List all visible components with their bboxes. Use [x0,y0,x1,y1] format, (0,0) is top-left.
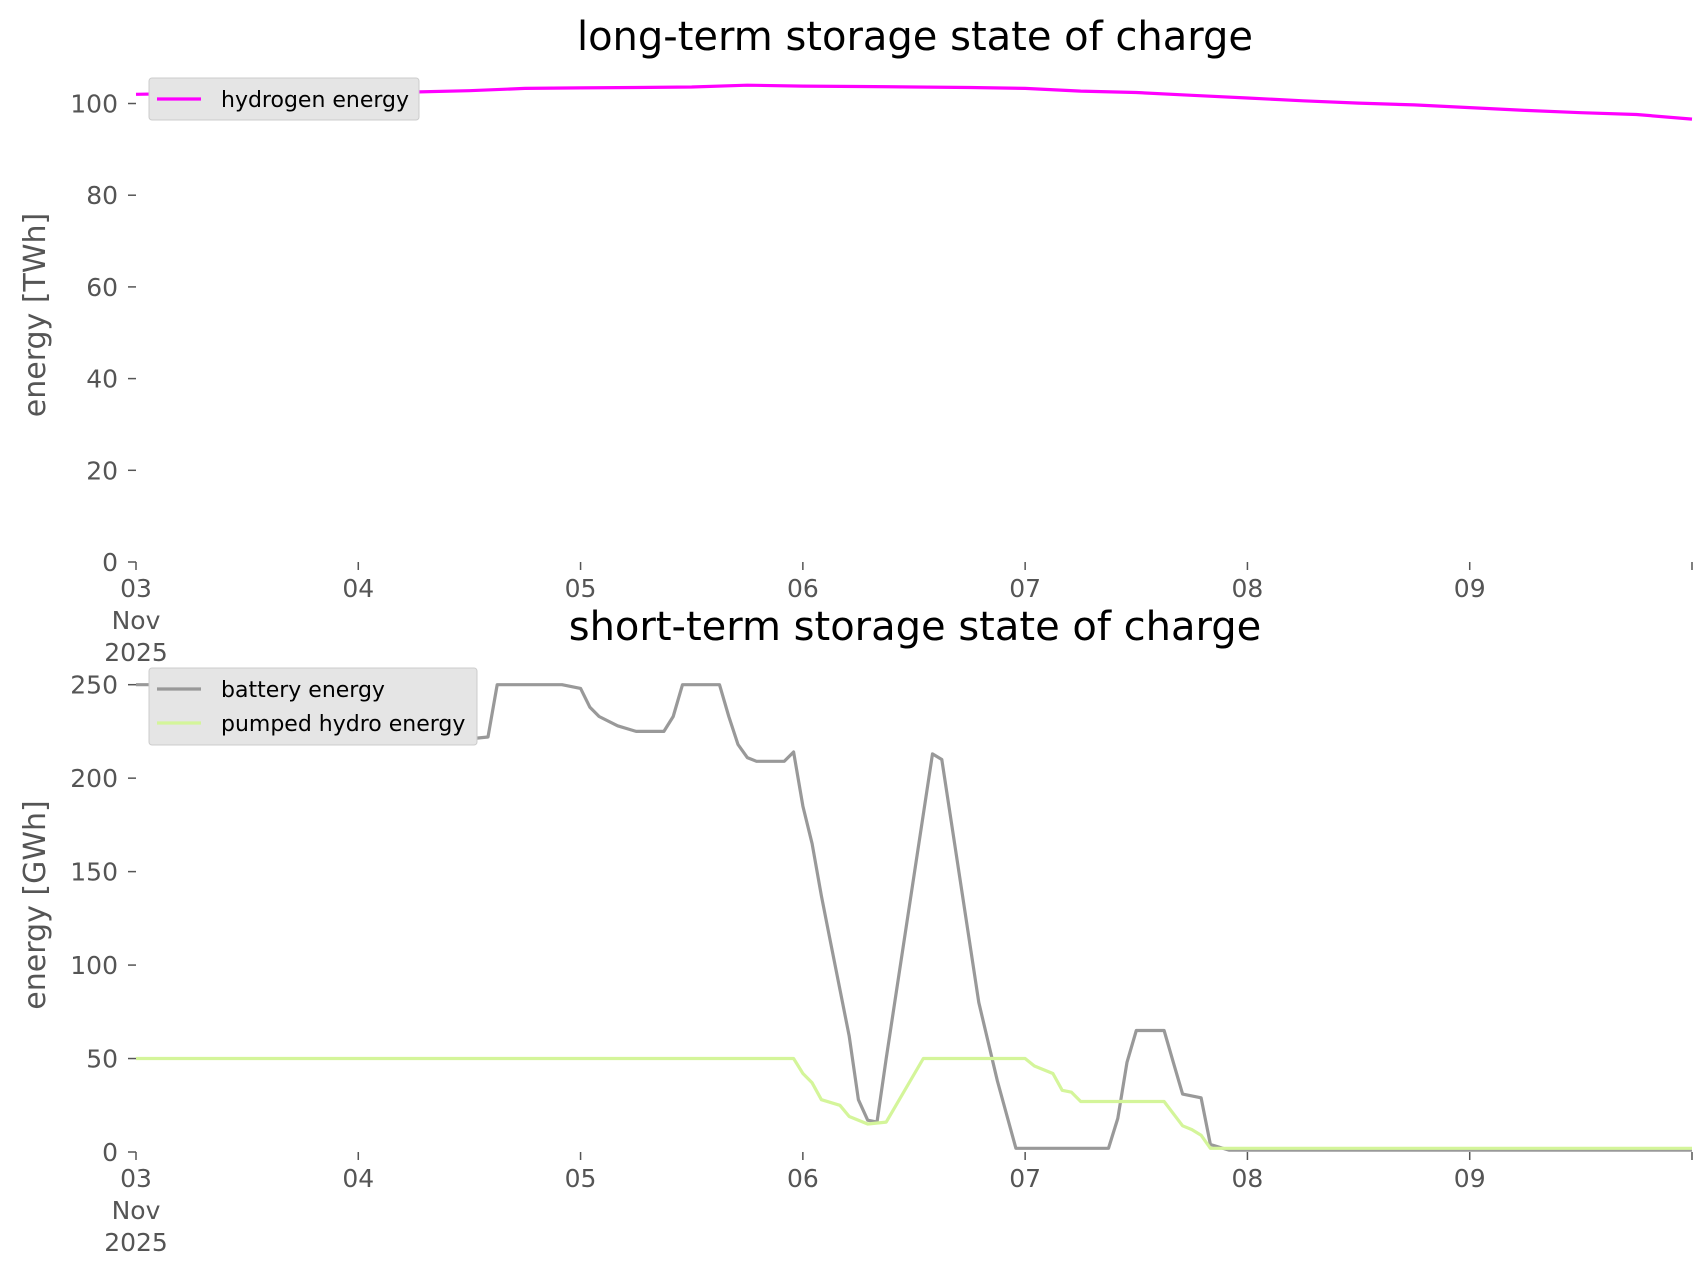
y-tick-label: 50 [86,1045,118,1074]
x-tick-label: 05 [565,1164,597,1193]
x-tick-label: 03 Nov 2025 [104,1164,168,1257]
x-tick-label: 08 [1232,1164,1264,1193]
y-axis-label-long-term: energy [TWh] [18,213,53,417]
x-tick-label: 05 [565,574,597,603]
series-lines-short-term [136,683,1692,1152]
y-tick-label: 100 [70,951,118,980]
y-tick-label: 20 [86,456,118,485]
legend-box [148,77,420,121]
y-tick-label: 100 [70,90,118,119]
y-tick-label: 80 [86,181,118,210]
x-tick-label: 09 [1454,574,1486,603]
x-tick-label: 06 [787,1164,819,1193]
legend-label: pumped hydro energy [221,712,465,737]
legend-short-term: battery energy pumped hydro energy [148,667,478,746]
y-ticks-long-term: 0 20 40 60 80 100 [70,90,136,577]
y-tick-label: 0 [102,548,118,577]
legend-box [148,667,478,746]
legend-label: battery energy [221,678,385,703]
y-tick-label: 200 [70,764,118,793]
x-tick-label: 08 [1232,574,1264,603]
short-term-storage-panel: short-term storage state of charge energ… [18,604,1693,1257]
legend-long-term: hydrogen energy [148,77,420,121]
y-tick-label: 250 [70,671,118,700]
series-line-pumped-hydro-energy [136,1056,1692,1150]
y-tick-label: 150 [70,858,118,887]
x-tick-label: 04 [342,1164,374,1193]
long-term-storage-panel: long-term storage state of charge energy… [18,14,1693,667]
y-ticks-short-term: 0 50 100 150 200 250 [70,671,136,1167]
legend-label: hydrogen energy [221,88,409,113]
chart-title-long-term: long-term storage state of charge [577,14,1253,60]
x-tick-label: 07 [1009,1164,1041,1193]
x-tick-label: 06 [787,574,819,603]
y-tick-label: 60 [86,273,118,302]
y-tick-label: 0 [102,1138,118,1167]
series-line-battery-energy [136,683,1692,1152]
x-tick-label: 04 [342,574,374,603]
x-tick-label: 09 [1454,1164,1486,1193]
y-axis-label-short-term: energy [GWh] [18,800,53,1009]
x-ticks-short-term: 03 Nov 2025 04 05 06 07 08 09 [104,1152,1693,1257]
y-tick-label: 40 [86,365,118,394]
x-ticks-long-term: 03 Nov 2025 04 05 06 07 08 09 [104,562,1693,667]
x-tick-label: 03 Nov 2025 [104,574,168,667]
x-tick-label: 07 [1009,574,1041,603]
chart-title-short-term: short-term storage state of charge [569,604,1262,650]
